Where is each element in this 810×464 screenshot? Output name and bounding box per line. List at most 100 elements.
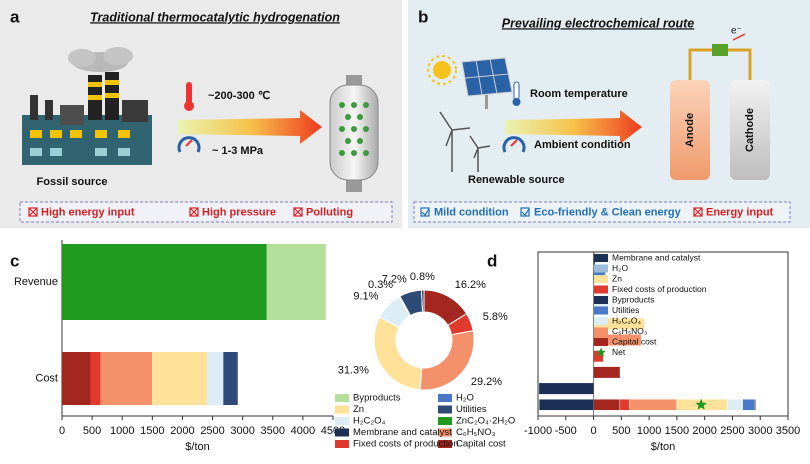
net-marker [695,398,707,410]
legend-swatch [594,317,608,325]
legend-swatch [438,405,452,414]
data-label: 16.2% [455,279,486,291]
drawback: Polluting [306,206,353,218]
x-tick-label: 4000 [291,425,315,437]
x-tick-label: 3000 [748,425,772,437]
legend-label: ZnC₂O₄·2H₂O [456,416,515,427]
donut-slice [419,330,475,391]
bar-segment [62,244,267,320]
pressure: ~ 1-3 MPa [212,145,264,157]
stack-segment [754,399,756,411]
legend-swatch [594,306,608,315]
data-label: 9.1% [353,290,378,302]
stack-segment [742,399,755,411]
sun-icon [427,55,457,85]
stack-segment [538,399,594,411]
legend-swatch [594,338,608,346]
legend-label: Byproducts [612,294,655,304]
legend-swatch [594,285,608,294]
legend-swatch [438,440,452,448]
plot-frame [537,251,789,417]
legend-swatch [438,394,452,402]
drawback: High pressure [202,206,276,218]
x-tick-label: 2000 [692,425,716,437]
charts: c0 500 1000 1500 2000 2500 3000 3500 4000 4500$/t… [10,240,800,453]
legend-label: H₂C₂O₄ [612,315,641,325]
stack-segment [619,399,630,411]
bar-segment [100,352,153,405]
panel-title: Prevailing electrochemical route [502,16,694,30]
data-label: 0.8% [410,271,435,283]
advantage: Mild condition [434,206,509,218]
legend-swatch [438,428,452,437]
gauge-icon [502,136,526,153]
cross-icons [28,207,303,217]
panel-b: b Prevailing electrochemical route Room … [408,0,810,228]
legend-swatch [335,394,349,402]
bar-segment [90,352,101,405]
advantage: Eco-friendly & Clean energy [534,206,682,218]
legend-label: Capital cost [456,439,506,450]
legend-swatch [594,296,608,304]
factory-icon [22,47,152,165]
x-tick-label: 1500 [665,425,689,437]
gauge-icon [177,136,201,153]
bar-segment [223,352,224,405]
legend-swatch [594,254,608,262]
x-tick-label: 3000 [230,425,254,437]
source-label: Renewable source [468,174,565,186]
bar-segment [152,352,208,405]
anode-label: Anode [684,113,696,147]
legend-label: Byproducts [353,393,401,404]
data-label: 0.3% [368,279,393,291]
feature-box [413,201,791,223]
bar-segment [266,244,326,320]
x-tick-label: 500 [612,425,630,437]
data-label: 31.3% [338,365,369,377]
legend-label: Zn [612,273,622,283]
stack-segment [727,399,743,411]
legend-swatch [594,264,608,273]
x-tick-label: 2500 [200,425,224,437]
x-tick-label: 2000 [170,425,194,437]
process-arrow [178,110,322,144]
x-tick-label: -500 [555,425,577,437]
legend-swatch [335,440,349,448]
y-tick-label: Cost [35,372,58,384]
legend-label: Zn [353,404,364,415]
stack-segment [593,399,621,411]
thermometer-icon [184,82,194,111]
legend-label: C₆H₅NO₃ [456,427,496,438]
legend-label: H₂O [612,263,628,273]
x-tick-label: 0 [590,425,596,437]
drawback: Energy input [706,206,774,218]
y-tick-label: Revenue [14,276,58,288]
legend-swatch [594,327,608,336]
temperature: ~200-300 ℃ [208,90,270,102]
legend-swatch [335,428,349,437]
x-tick-label: 500 [83,425,101,437]
legend-label: Membrane and catalyst [612,252,701,262]
turbine-icons [439,111,491,172]
panel-label: c [10,251,19,270]
condition: Room temperature [530,88,628,100]
legend-label: C₆H₅NO₃ [612,326,647,336]
legend-label: Net [612,347,626,357]
bar-segment [223,352,237,405]
x-tick-label: 1000 [110,425,134,437]
x-tick-label: 1500 [140,425,164,437]
panel-title: Traditional thermocatalytic hydrogenatio… [90,10,340,24]
x-axis-label: $/ton [651,441,675,453]
x-tick-label: 2500 [720,425,744,437]
check-icons [420,207,703,217]
process-arrow [505,110,642,144]
cathode-label: Cathode [744,108,756,152]
solar-panel-icon [461,57,513,109]
bar-segment [62,352,91,405]
legend-swatch [335,405,349,414]
legend-label: Utilities [612,305,639,315]
donut-slice [373,316,423,391]
bar-segment [207,352,224,405]
legend-label: Capital cost [612,336,657,346]
